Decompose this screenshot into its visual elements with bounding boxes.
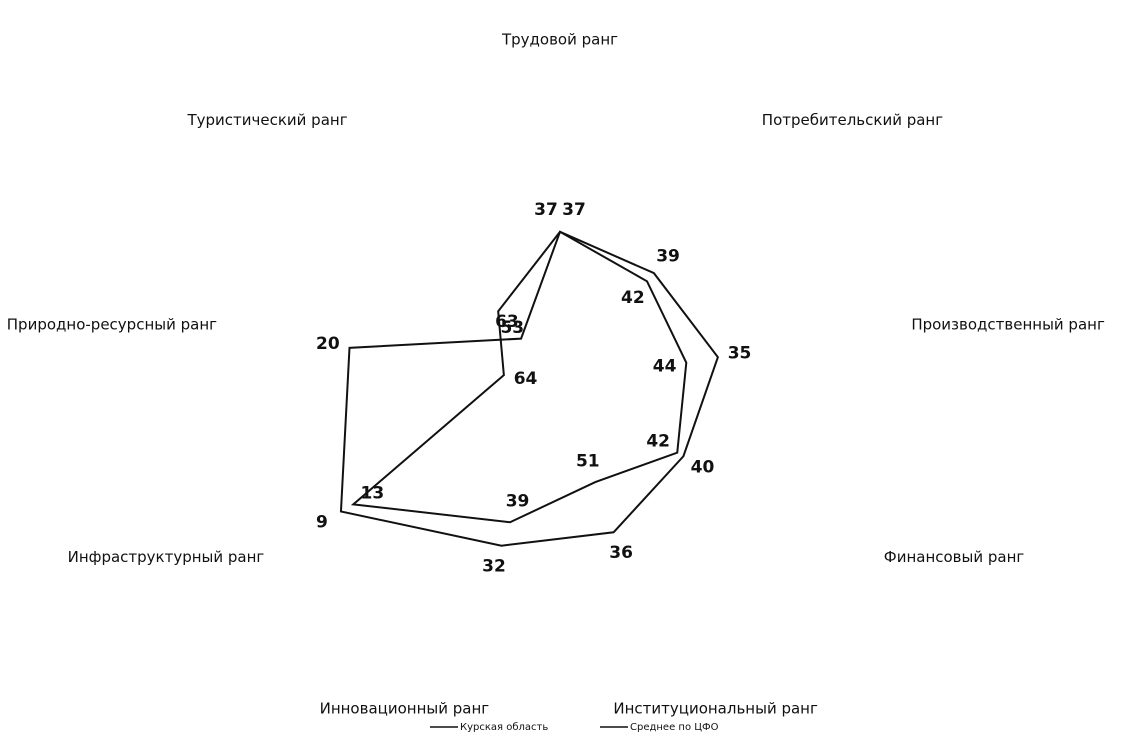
value-label: 39: [506, 492, 530, 512]
axis-label: Природно-ресурсный ранг: [7, 316, 217, 334]
axis-label: Туристический ранг: [186, 111, 347, 129]
value-label: 42: [621, 288, 645, 308]
value-label: 39: [656, 246, 680, 266]
value-label: 20: [316, 334, 340, 354]
axis-label: Трудовой ранг: [501, 31, 618, 49]
value-label: 32: [482, 556, 506, 576]
axis-label: Институциональный ранг: [613, 700, 818, 718]
value-label: 13: [361, 483, 385, 503]
series-line: [350, 230, 688, 524]
value-label: 35: [728, 343, 752, 363]
axis-label: Финансовый ранг: [884, 548, 1025, 566]
value-label: 36: [609, 543, 633, 563]
legend-label: Курская область: [460, 722, 548, 733]
value-label: 9: [316, 512, 328, 532]
value-label: 44: [653, 357, 677, 377]
value-label: 42: [646, 432, 670, 452]
axis-label: Потребительский ранг: [762, 111, 943, 129]
value-label: 64: [514, 369, 538, 389]
value-label: 37: [562, 200, 586, 220]
axis-label: Инновационный ранг: [320, 700, 490, 718]
value-label: 63: [495, 312, 519, 332]
axis-label: Производственный ранг: [911, 316, 1105, 334]
value-label: 51: [576, 451, 600, 471]
series-line: [339, 230, 719, 547]
value-label: 37: [534, 200, 558, 220]
legend-label: Среднее по ЦФО: [630, 722, 719, 733]
value-label: 40: [691, 457, 715, 477]
value-label: 53: [500, 318, 524, 338]
axis-label: Инфраструктурный ранг: [68, 548, 265, 566]
